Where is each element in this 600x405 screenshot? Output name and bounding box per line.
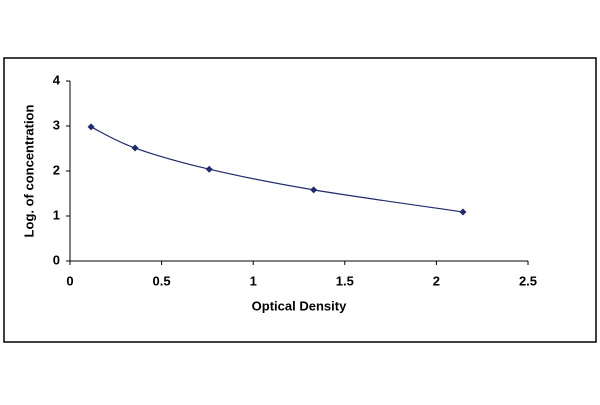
- y-tick-label: 2: [53, 162, 60, 177]
- chart-border: [3, 57, 597, 343]
- x-axis-label: Optical Density: [252, 298, 347, 313]
- y-tick-label: 1: [53, 207, 60, 222]
- x-tick-label: 2: [433, 273, 440, 288]
- y-tick-label: 4: [53, 72, 61, 87]
- x-tick-label: 0.5: [153, 273, 171, 288]
- x-tick-label: 2.5: [519, 273, 537, 288]
- x-tick-label: 1: [250, 273, 257, 288]
- data-point: [87, 123, 95, 131]
- data-point: [310, 186, 318, 194]
- y-axis-label: Log. of concentration: [21, 105, 36, 238]
- y-tick-label: 3: [53, 117, 60, 132]
- data-point: [205, 165, 213, 173]
- fit-curve: [90, 126, 464, 213]
- data-point: [131, 144, 139, 152]
- x-tick-label: 0: [66, 273, 73, 288]
- data-point: [459, 208, 467, 216]
- x-tick-label: 1.5: [336, 273, 354, 288]
- y-tick-label: 0: [53, 252, 60, 267]
